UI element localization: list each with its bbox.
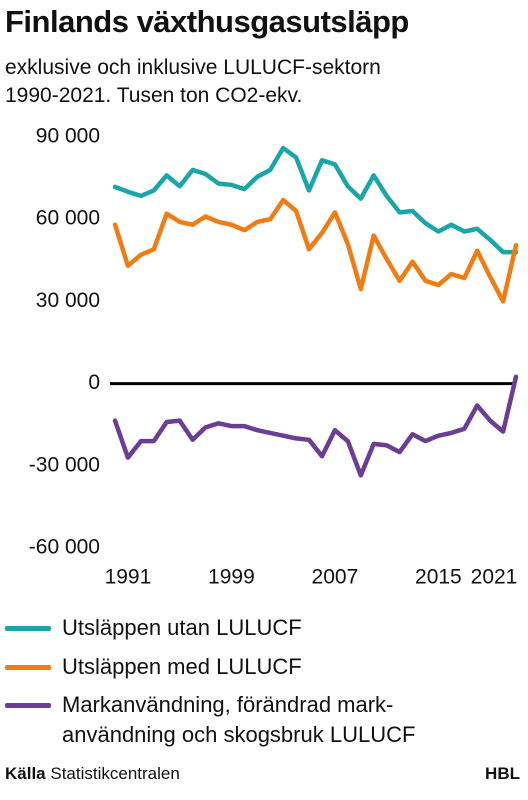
legend-label: Markanvändning, förändrad mark- användni…	[62, 692, 416, 747]
footer: Källa Statistikcentralen	[5, 764, 180, 784]
y-tick-label: -60 000	[29, 536, 100, 559]
series-line	[112, 197, 519, 304]
series-line	[112, 145, 519, 255]
y-tick-label: 0	[88, 371, 100, 394]
y-tick-label: -30 000	[29, 453, 100, 476]
legend-label: Utsläppen utan LULUCF	[62, 615, 302, 640]
y-tick-label: 30 000	[36, 289, 100, 312]
x-tick-label: 2021	[471, 566, 518, 589]
x-tick-label: 2007	[312, 566, 359, 589]
chart: -60 000 -30 000 0 30 000 60 000 90 000 1991 199…	[29, 125, 519, 589]
legend-swatch	[5, 703, 51, 708]
source: Statistikcentralen	[50, 764, 180, 783]
y-tick-label: 90 000	[36, 125, 100, 148]
legend-label: Utsläppen med LULUCF	[62, 654, 302, 679]
x-tick-label: 1999	[208, 566, 255, 589]
x-tick-label: 2015	[415, 566, 462, 589]
series-line	[112, 374, 519, 478]
brand: HBL	[485, 764, 520, 783]
source-label: Källa	[5, 764, 46, 783]
chart-subtitle: exklusive och inklusive LULUCF-sektorn 1…	[5, 56, 381, 107]
legend-swatch	[5, 626, 51, 631]
legend-swatch	[5, 665, 51, 670]
x-tick-label: 1991	[105, 566, 152, 589]
y-tick-label: 60 000	[36, 207, 100, 230]
chart-title: Finlands växthusgasutsläpp	[5, 4, 409, 39]
